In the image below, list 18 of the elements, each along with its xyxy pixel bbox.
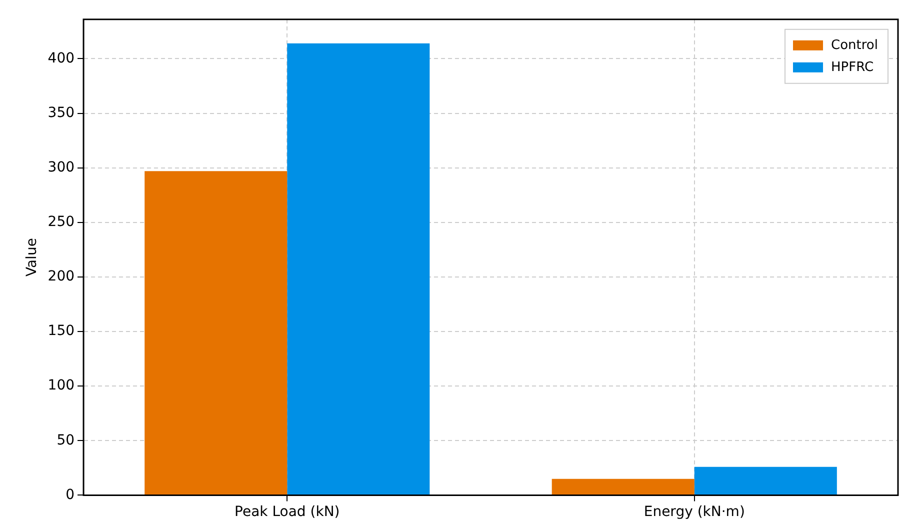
y-tick-label: 350 — [48, 104, 75, 121]
y-tick-label: 100 — [48, 378, 75, 394]
bar — [694, 466, 837, 495]
legend-label: Control — [831, 38, 878, 53]
y-tick-label: 300 — [48, 159, 75, 176]
legend-label: HPFRC — [831, 60, 874, 75]
y-tick-label: 50 — [56, 432, 75, 448]
bar — [287, 43, 430, 495]
bar — [144, 171, 288, 495]
x-tick-label: Energy (kN·m) — [644, 504, 745, 520]
x-tick-label: Peak Load (kN) — [234, 504, 340, 520]
y-axis-title: Value — [24, 238, 40, 277]
y-tick-label: 150 — [48, 323, 75, 340]
y-tick-label: 250 — [48, 214, 75, 230]
y-tick-label: 400 — [48, 50, 75, 66]
bar — [552, 478, 694, 495]
y-tick-label: 200 — [48, 268, 75, 285]
y-tick-label: 0 — [66, 486, 75, 503]
